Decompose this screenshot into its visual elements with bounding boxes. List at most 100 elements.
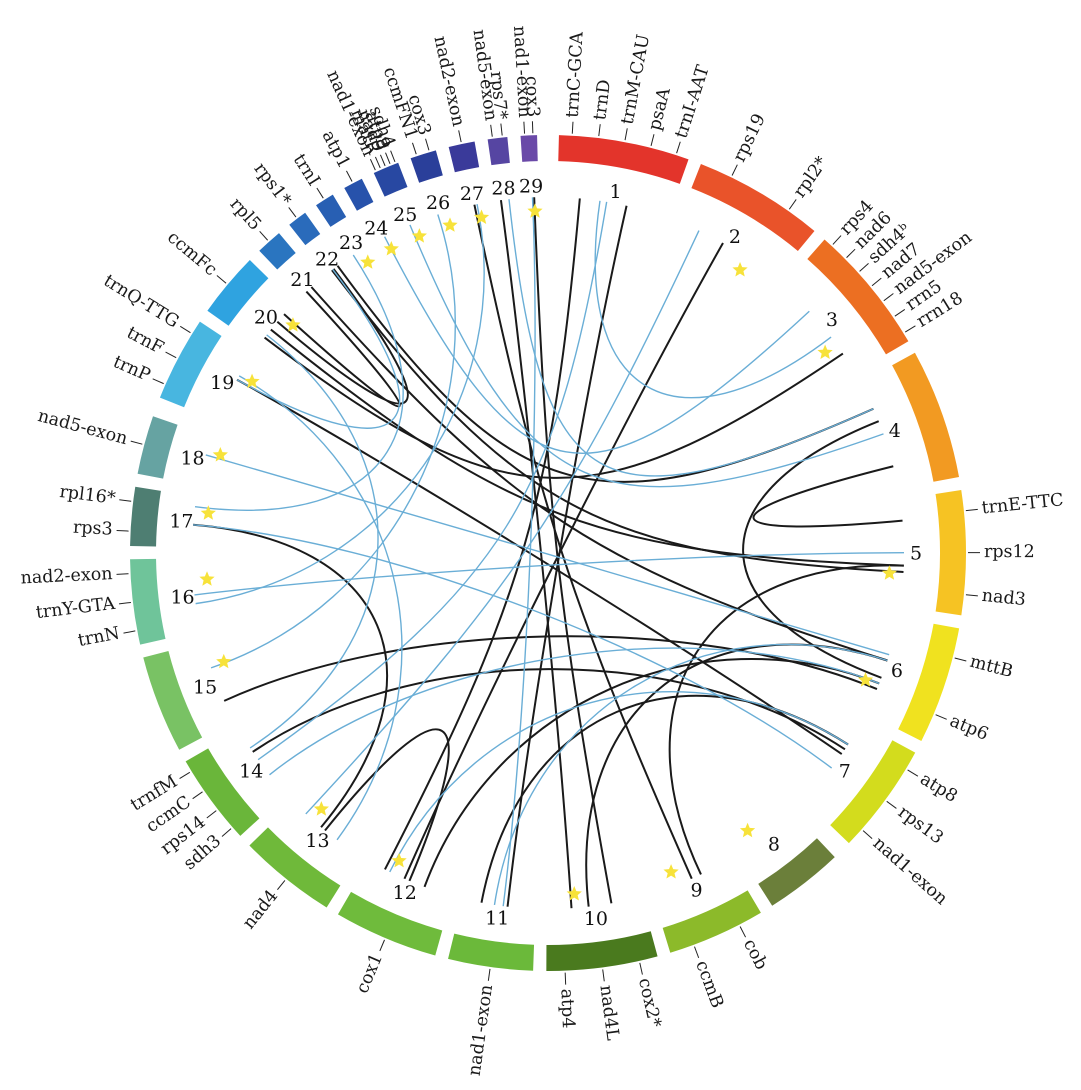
gene-tick bbox=[118, 601, 131, 605]
link-curve-dark bbox=[270, 328, 904, 567]
link-curve-dark bbox=[276, 268, 409, 405]
gene-tick bbox=[965, 594, 978, 597]
segment-9 bbox=[662, 890, 761, 953]
gene-tick bbox=[694, 946, 700, 959]
link-curve-blue bbox=[236, 269, 401, 429]
segment-number-25: 25 bbox=[393, 204, 417, 226]
segment-26 bbox=[410, 150, 443, 183]
star-icon bbox=[285, 317, 301, 332]
star-icon bbox=[383, 241, 399, 256]
segment-number-26: 26 bbox=[426, 192, 450, 214]
gene-label: trnQ-TTG bbox=[100, 271, 183, 332]
gene-label: nad4 bbox=[239, 886, 282, 933]
segment-8 bbox=[758, 838, 835, 906]
segment-28 bbox=[487, 136, 510, 166]
gene-label: trnY-GTA bbox=[35, 594, 117, 623]
gene-tick bbox=[379, 939, 385, 952]
segment-number-1: 1 bbox=[609, 181, 621, 203]
link-curve-blue bbox=[493, 643, 888, 906]
gene-label: nad2-exon bbox=[430, 34, 469, 128]
star-icon bbox=[411, 228, 427, 243]
link-curve-blue bbox=[269, 647, 880, 776]
segment-5 bbox=[935, 490, 966, 616]
star-icon bbox=[566, 885, 582, 901]
gene-label: trnE-TTC bbox=[981, 490, 1065, 518]
gene-label: rps1* bbox=[250, 159, 295, 210]
gene-label: nad4L bbox=[595, 984, 622, 1042]
link-curve-blue bbox=[249, 334, 379, 749]
gene-tick bbox=[379, 154, 386, 167]
link-curve-dark bbox=[252, 668, 846, 753]
link-curve-dark bbox=[263, 336, 844, 479]
gene-tick bbox=[523, 121, 526, 134]
gene-tick bbox=[883, 293, 894, 302]
link-curve-blue bbox=[594, 200, 832, 399]
segment-number-8: 8 bbox=[768, 833, 780, 855]
link-curve-blue bbox=[205, 454, 890, 656]
gene-tick bbox=[832, 235, 842, 245]
segment-number-16: 16 bbox=[170, 586, 194, 608]
star-icon bbox=[739, 822, 756, 838]
gene-tick bbox=[739, 926, 747, 938]
gene-label: trnC-GCA bbox=[563, 31, 588, 118]
segment-number-15: 15 bbox=[193, 677, 217, 699]
gene-tick bbox=[374, 156, 381, 169]
segment-number-10: 10 bbox=[584, 908, 608, 930]
gene-label: ccmB bbox=[691, 958, 727, 1011]
segment-2 bbox=[691, 163, 815, 251]
gene-label: nad3 bbox=[981, 586, 1027, 610]
link-curve-dark bbox=[236, 378, 843, 755]
segment-19 bbox=[159, 321, 222, 408]
gene-tick bbox=[369, 158, 376, 171]
segment-number-17: 17 bbox=[169, 511, 193, 533]
link-curve-dark bbox=[331, 269, 904, 573]
link-curve-dark bbox=[533, 197, 613, 904]
gene-tick bbox=[954, 657, 967, 662]
gene-tick bbox=[119, 499, 132, 502]
segment-number-2: 2 bbox=[729, 226, 741, 248]
gene-label: cox2* bbox=[634, 976, 665, 1029]
segment-3 bbox=[807, 239, 909, 355]
gene-label: mttB bbox=[968, 652, 1015, 682]
gene-label: trnF bbox=[123, 323, 167, 359]
link-curve-dark bbox=[384, 198, 581, 870]
star-icon bbox=[216, 653, 232, 669]
star-icon bbox=[857, 672, 874, 687]
segment-number-21: 21 bbox=[290, 269, 314, 291]
gene-tick bbox=[907, 769, 919, 777]
link-curve-blue bbox=[508, 199, 874, 477]
segment-number-19: 19 bbox=[210, 372, 234, 394]
gene-label: cox1 bbox=[353, 951, 388, 997]
gene-label: rps13 bbox=[894, 802, 947, 848]
star-icon bbox=[442, 217, 458, 232]
segment-number-7: 7 bbox=[839, 761, 851, 783]
segment-number-28: 28 bbox=[491, 178, 515, 200]
gene-tick bbox=[192, 791, 203, 800]
segment-number-11: 11 bbox=[485, 907, 509, 929]
star-icon bbox=[313, 801, 329, 816]
gene-label: trnI bbox=[289, 151, 324, 190]
gene-tick bbox=[216, 275, 227, 284]
segment-7 bbox=[830, 740, 916, 844]
link-curve-dark bbox=[473, 204, 693, 880]
segment-number-18: 18 bbox=[180, 448, 204, 470]
gene-tick bbox=[165, 351, 177, 359]
segment-16 bbox=[130, 558, 166, 645]
gene-tick bbox=[500, 123, 503, 136]
gene-tick bbox=[894, 308, 906, 317]
segment-24 bbox=[344, 178, 374, 211]
gene-tick bbox=[123, 630, 136, 634]
gene-label: trnP bbox=[110, 352, 153, 386]
gene-label: rps19 bbox=[730, 111, 770, 165]
gene-tick bbox=[490, 124, 493, 137]
link-curve-blue bbox=[210, 214, 456, 669]
link-curve-dark bbox=[423, 658, 880, 888]
star-icon bbox=[244, 373, 260, 389]
star-icon bbox=[881, 565, 898, 580]
gene-tick bbox=[316, 187, 324, 199]
segment-29 bbox=[520, 135, 538, 162]
link-curve-blue bbox=[193, 524, 833, 769]
gene-tick bbox=[458, 130, 462, 143]
link-curve-dark bbox=[499, 199, 573, 909]
